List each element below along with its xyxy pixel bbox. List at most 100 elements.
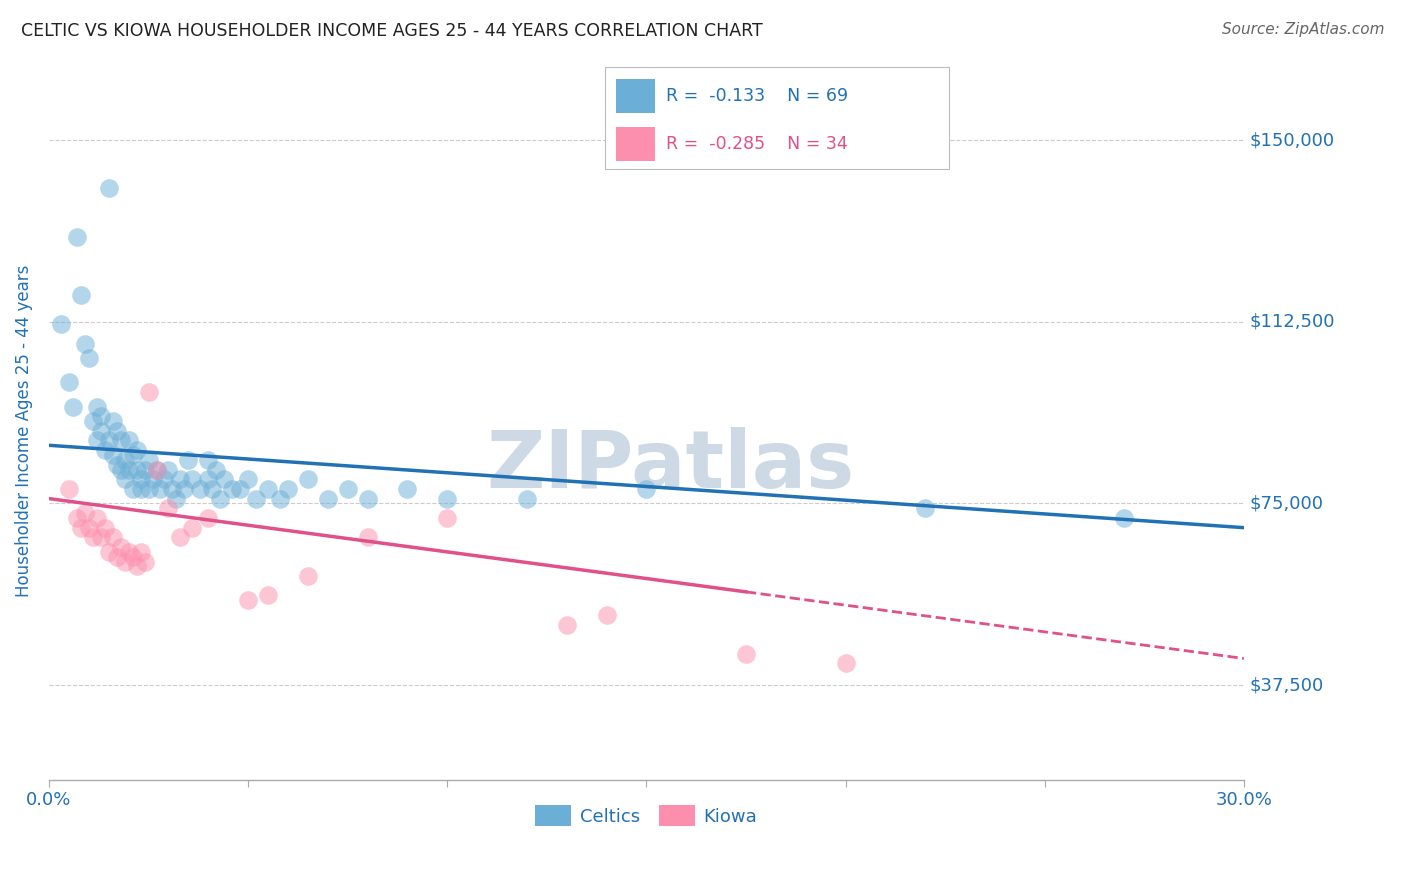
Point (114, 472, 136, 486)
Point (436, 511, 458, 525)
Text: R =  -0.133    N = 69: R = -0.133 N = 69 (666, 87, 849, 104)
Point (169, 472, 191, 486)
Point (245, 491, 267, 506)
Point (181, 521, 204, 535)
Point (257, 482, 280, 496)
Point (516, 491, 538, 506)
Point (257, 589, 280, 603)
Point (73, 506, 96, 520)
Point (117, 545, 139, 559)
Point (277, 482, 299, 496)
Point (595, 607, 617, 622)
Point (82, 414, 104, 428)
Point (77, 351, 100, 365)
Point (110, 462, 132, 476)
Text: $75,000: $75,000 (1250, 494, 1324, 512)
Point (141, 472, 163, 486)
Point (209, 491, 232, 506)
Text: ZIPatlas: ZIPatlas (486, 426, 855, 505)
Point (436, 491, 458, 506)
Point (555, 617, 578, 632)
Point (269, 491, 291, 506)
Point (86, 511, 108, 525)
Point (110, 434, 132, 448)
Point (129, 545, 152, 559)
Y-axis label: Householder Income Ages 25 - 44 years: Householder Income Ages 25 - 44 years (15, 265, 32, 597)
Point (138, 453, 160, 467)
Point (157, 462, 180, 476)
Point (101, 414, 124, 428)
Point (229, 482, 252, 496)
Point (58, 376, 80, 390)
Point (69, 288, 91, 302)
Point (834, 657, 856, 671)
Point (134, 462, 156, 476)
Point (165, 491, 187, 506)
Point (82, 530, 104, 544)
Point (181, 472, 204, 486)
Point (121, 482, 143, 496)
Point (69, 521, 91, 535)
Point (129, 472, 152, 486)
Point (356, 491, 378, 506)
Point (636, 482, 658, 496)
Point (149, 482, 172, 496)
Text: R =  -0.285    N = 34: R = -0.285 N = 34 (666, 135, 848, 153)
Point (138, 482, 160, 496)
Point (114, 555, 136, 569)
Point (153, 472, 176, 486)
Point (1114, 511, 1136, 525)
Point (93, 443, 115, 458)
Text: $150,000: $150,000 (1250, 131, 1334, 149)
Point (236, 593, 259, 607)
Text: $37,500: $37,500 (1250, 676, 1324, 694)
Point (205, 462, 228, 476)
Point (297, 569, 319, 583)
Point (90, 424, 112, 438)
Point (121, 448, 143, 462)
Point (169, 530, 191, 544)
Point (197, 472, 219, 486)
Point (125, 462, 148, 476)
Point (97, 545, 120, 559)
Point (66, 230, 89, 244)
Point (93, 521, 115, 535)
Point (90, 409, 112, 424)
Point (62, 400, 84, 414)
Point (162, 482, 184, 496)
Point (105, 458, 128, 472)
Point (201, 482, 224, 496)
Point (188, 482, 211, 496)
Point (77, 521, 100, 535)
Point (134, 555, 156, 569)
Text: $112,500: $112,500 (1250, 313, 1336, 331)
Point (173, 482, 195, 496)
Point (58, 482, 80, 496)
Point (236, 472, 259, 486)
Point (86, 400, 108, 414)
Point (101, 530, 124, 544)
Point (105, 549, 128, 564)
Point (297, 472, 319, 486)
Point (221, 482, 243, 496)
Point (117, 462, 139, 476)
Point (356, 530, 378, 544)
Point (90, 530, 112, 544)
Point (735, 647, 758, 661)
Text: CELTIC VS KIOWA HOUSEHOLDER INCOME AGES 25 - 44 YEARS CORRELATION CHART: CELTIC VS KIOWA HOUSEHOLDER INCOME AGES … (21, 22, 763, 40)
Legend: Celtics, Kiowa: Celtics, Kiowa (529, 798, 765, 833)
Point (125, 443, 148, 458)
Point (86, 434, 108, 448)
Point (114, 453, 136, 467)
Point (110, 540, 132, 554)
Point (177, 453, 200, 467)
Point (125, 559, 148, 574)
Text: Source: ZipAtlas.com: Source: ZipAtlas.com (1222, 22, 1385, 37)
Point (105, 424, 128, 438)
Point (336, 482, 359, 496)
Point (914, 501, 936, 516)
Point (101, 448, 124, 462)
Point (145, 462, 167, 476)
Point (129, 482, 152, 496)
Point (66, 511, 89, 525)
